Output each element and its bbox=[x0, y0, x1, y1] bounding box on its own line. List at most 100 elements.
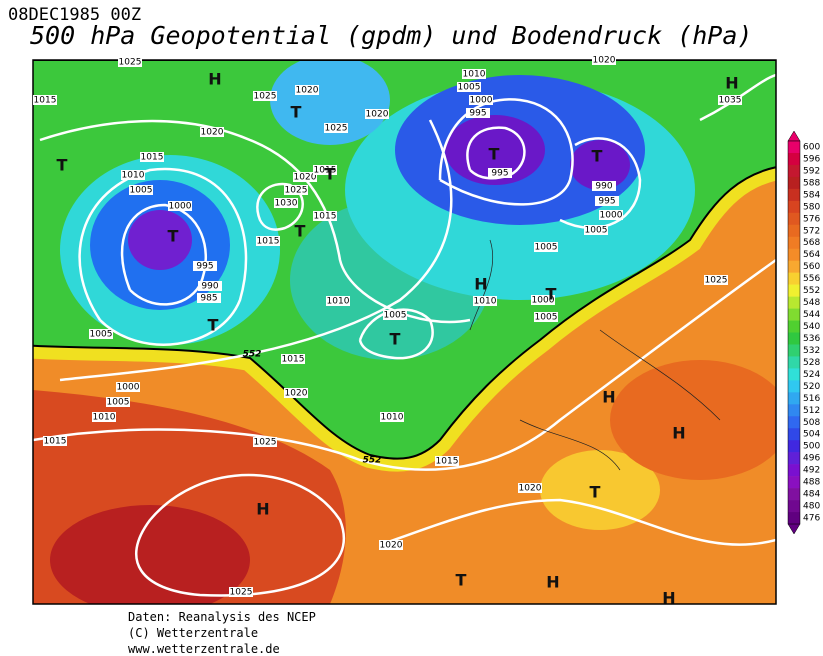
isobar-label-bg bbox=[383, 310, 407, 320]
colorbar-tick-label: 504 bbox=[803, 430, 820, 440]
colorbar-tick-label: 484 bbox=[803, 490, 820, 500]
colorbar-swatch bbox=[788, 488, 800, 501]
pressure-center: T bbox=[489, 145, 500, 164]
colorbar-tick-label: 576 bbox=[803, 214, 820, 224]
isobar-label: 1010 bbox=[381, 413, 404, 423]
isobar-label: 1000 bbox=[117, 383, 140, 393]
isobar-label: 1015 bbox=[436, 457, 459, 467]
isobar-label: 1010 bbox=[463, 70, 486, 80]
colorbar-tick-label: 540 bbox=[803, 322, 820, 332]
colorbar-tick-label: 596 bbox=[803, 154, 820, 164]
colorbar-swatch bbox=[788, 224, 800, 238]
isobar-label: 1010 bbox=[327, 297, 350, 307]
isobar-label-bg bbox=[534, 242, 558, 252]
isobar-label-bg bbox=[473, 296, 497, 306]
isobar-label: 1005 bbox=[535, 243, 558, 253]
colorbar-tick-label: 552 bbox=[803, 286, 820, 296]
footer-line: (C) Wetterzentrale bbox=[128, 626, 258, 640]
colorbar-swatch bbox=[788, 296, 800, 309]
isobar-label: 1015 bbox=[314, 212, 337, 222]
isobar-label: 1005 bbox=[107, 398, 130, 408]
pressure-center: T bbox=[390, 330, 401, 349]
pressure-center: T bbox=[592, 147, 603, 166]
pressure-center: T bbox=[168, 227, 179, 246]
colorbar-tick-label: 572 bbox=[803, 226, 820, 236]
colorbar-tick-label: 584 bbox=[803, 190, 820, 200]
isobar-label: 1030 bbox=[275, 199, 298, 209]
isobar-label: 1020 bbox=[294, 173, 317, 183]
map-frame bbox=[32, 59, 777, 605]
isobar-label: 990 bbox=[201, 282, 218, 292]
isobar-label-bg bbox=[326, 296, 350, 306]
colorbar-swatch bbox=[788, 416, 800, 429]
isobar-label-bg bbox=[293, 172, 317, 182]
colorbar-tick-label: 568 bbox=[803, 238, 820, 248]
isobar-label-bg bbox=[704, 275, 728, 285]
isobar-label-bg bbox=[313, 211, 337, 221]
colorbar-tick-label: 520 bbox=[803, 382, 820, 392]
isobar-label-bg bbox=[531, 295, 555, 305]
isobar-label: 990 bbox=[595, 182, 612, 192]
isobar-label: 1020 bbox=[593, 56, 616, 66]
colorbar-swatch bbox=[788, 260, 800, 273]
isobar-label: 1010 bbox=[474, 297, 497, 307]
isobar-label: 995 bbox=[196, 262, 213, 272]
footer-line: Daten: Reanalysis des NCEP bbox=[128, 610, 316, 624]
colorbar-frame bbox=[787, 140, 801, 525]
isobar-label-bg bbox=[457, 82, 481, 92]
colorbar-swatch bbox=[788, 308, 800, 321]
colorbar-tick-label: 592 bbox=[803, 166, 820, 176]
title: 500 hPa Geopotential (gpdm) und Bodendru… bbox=[30, 21, 752, 50]
colorbar-swatch bbox=[788, 212, 800, 226]
isobar-label: 1020 bbox=[201, 128, 224, 138]
colorbar-tick-label: 516 bbox=[803, 394, 820, 404]
colorbar-swatch bbox=[788, 392, 800, 405]
isobar-label-bg bbox=[198, 281, 222, 291]
isobar-label: 995 bbox=[469, 109, 486, 119]
isobar-label-bg bbox=[380, 412, 404, 422]
pressure-center: H bbox=[662, 589, 675, 608]
isobar-label-bg bbox=[118, 57, 142, 67]
colorbar-swatch bbox=[788, 188, 800, 202]
isobar-label: 1000 bbox=[470, 96, 493, 106]
colorbar-swatch bbox=[788, 152, 800, 166]
pressure-center: T bbox=[590, 483, 601, 502]
footer-line: www.wetterzentrale.de bbox=[128, 642, 280, 656]
map-field bbox=[33, 60, 776, 604]
isobar-label-bg bbox=[129, 185, 153, 195]
isobar-label: 1005 bbox=[535, 313, 558, 323]
colorbar-swatch bbox=[788, 284, 800, 297]
isobar-label-bg bbox=[379, 540, 403, 550]
pressure-center: T bbox=[546, 285, 557, 304]
colorbar-tick-label: 496 bbox=[803, 454, 820, 464]
colorbar-tick-label: 480 bbox=[803, 502, 820, 512]
isobar-label: 1025 bbox=[119, 58, 142, 68]
colorbar-tick-label: 524 bbox=[803, 370, 820, 380]
contour-label: 552 bbox=[243, 350, 262, 360]
isobar-label-bg bbox=[592, 55, 616, 65]
colorbar-tick-label: 476 bbox=[803, 514, 820, 524]
isobar-label-bg bbox=[274, 198, 298, 208]
isobar-label-bg bbox=[599, 210, 623, 220]
pressure-center: H bbox=[672, 424, 685, 443]
isobar-label-bg bbox=[106, 397, 130, 407]
colorbar-swatch bbox=[788, 356, 800, 369]
contour-label: 552 bbox=[363, 456, 382, 466]
isobar-label-bg bbox=[168, 201, 192, 211]
colorbar-tick-label: 492 bbox=[803, 466, 820, 476]
isobar-label-bg bbox=[324, 123, 348, 133]
colorbar-swatch bbox=[788, 320, 800, 333]
isobar-label: 1015 bbox=[282, 355, 305, 365]
pressure-center: H bbox=[546, 573, 559, 592]
isobar-label-bg bbox=[592, 181, 616, 191]
isobar-label: 1015 bbox=[257, 237, 280, 247]
isobar-label-bg bbox=[595, 196, 619, 206]
isobar-label-bg bbox=[584, 225, 608, 235]
isobar-label: 1005 bbox=[384, 311, 407, 321]
isobar-label-bg bbox=[253, 437, 277, 447]
isobar-label: 1005 bbox=[458, 83, 481, 93]
pressure-center: H bbox=[474, 275, 487, 294]
isobar-label: 1010 bbox=[122, 171, 145, 181]
isobar-label-bg bbox=[488, 168, 512, 178]
